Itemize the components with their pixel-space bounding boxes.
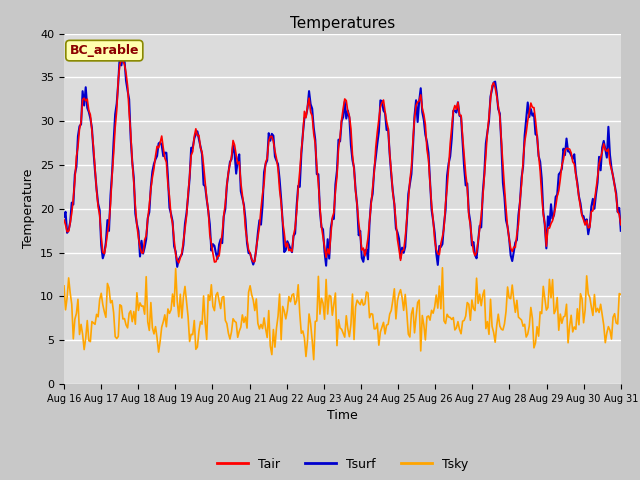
Tsurf: [307, 101, 314, 107]
Tsky: [129, 319, 136, 324]
Title: Temperatures: Temperatures: [290, 16, 395, 31]
Text: BC_arable: BC_arable: [70, 44, 139, 57]
Line: Tair: Tair: [64, 60, 621, 263]
Tsurf: [130, 175, 138, 181]
Tsurf: [617, 228, 625, 234]
Tair: [617, 222, 625, 228]
Tsurf: [173, 264, 181, 270]
Tsky: [244, 289, 252, 295]
Tsurf: [248, 256, 255, 262]
Tsky: [310, 357, 317, 362]
Tsky: [60, 283, 68, 289]
Tair: [589, 208, 596, 214]
Tsky: [303, 338, 311, 344]
Tair: [130, 179, 138, 185]
Tsurf: [589, 196, 596, 202]
Tsky: [589, 312, 596, 318]
Tsurf: [229, 143, 237, 148]
Line: Tsurf: Tsurf: [64, 54, 621, 267]
Tair: [60, 216, 68, 222]
Tair: [229, 138, 237, 144]
Tsurf: [257, 222, 265, 228]
Tair: [307, 109, 314, 115]
Tsky: [254, 321, 262, 326]
Tair: [175, 260, 182, 266]
Tsky: [438, 265, 446, 271]
Tsurf: [116, 51, 124, 57]
Legend: Tair, Tsurf, Tsky: Tair, Tsurf, Tsky: [212, 453, 473, 476]
Tsky: [226, 336, 234, 342]
Y-axis label: Temperature: Temperature: [22, 169, 35, 249]
Tair: [257, 206, 265, 212]
X-axis label: Time: Time: [327, 409, 358, 422]
Tsurf: [60, 214, 68, 220]
Line: Tsky: Tsky: [64, 268, 621, 360]
Tsky: [617, 291, 625, 297]
Tair: [118, 57, 125, 62]
Tair: [248, 256, 255, 262]
